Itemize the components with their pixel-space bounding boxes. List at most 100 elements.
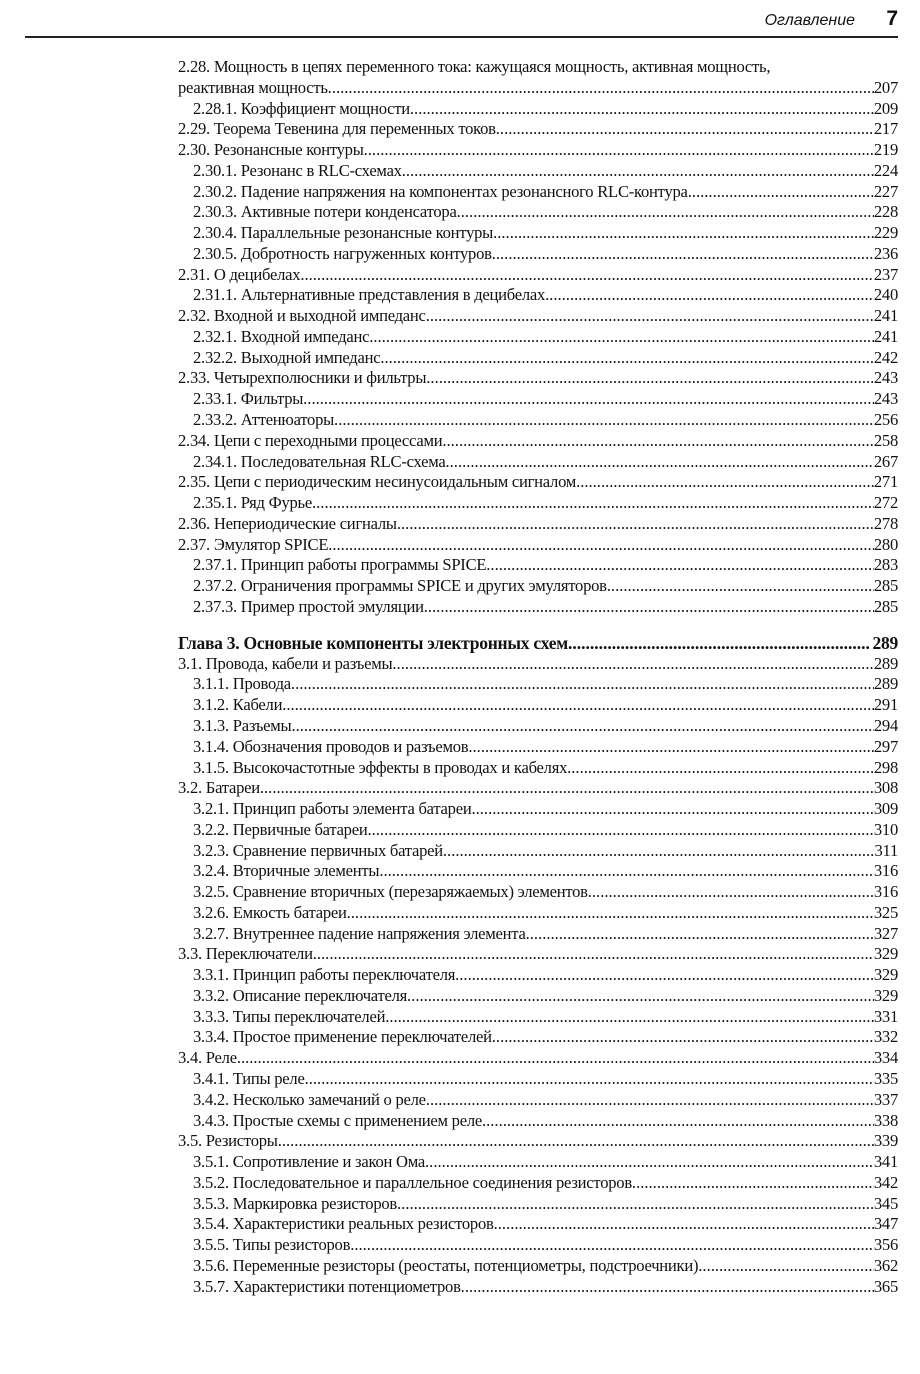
toc-entry[interactable]: 2.30.1. Резонанс в RLC-схемах 224 bbox=[178, 161, 898, 182]
dot-leader bbox=[457, 202, 874, 223]
toc-entry[interactable]: 3.5.2. Последовательное и параллельное с… bbox=[178, 1173, 898, 1194]
toc-entry-title-continued: реактивная мощность bbox=[178, 77, 328, 97]
toc-page-number: 365 bbox=[873, 1276, 898, 1296]
toc-entry[interactable]: 3.1.3. Разъемы 294 bbox=[178, 716, 898, 737]
toc-entry[interactable]: 3.5. Резисторы 339 bbox=[178, 1131, 898, 1152]
toc-page-number: 347 bbox=[873, 1214, 898, 1234]
toc-entry[interactable]: 2.34. Цепи с переходными процессами 258 bbox=[178, 431, 898, 452]
toc-entry[interactable]: 2.28.1. Коэффициент мощности 209 bbox=[178, 99, 898, 120]
toc-entry[interactable]: 2.30.2. Падение напряжения на компонента… bbox=[178, 182, 898, 203]
toc-page-number: 224 bbox=[873, 160, 898, 180]
toc-entry[interactable]: 2.30.5. Добротность нагруженных контуров… bbox=[178, 244, 898, 265]
toc-entry-title: 2.35.1. Ряд Фурье bbox=[193, 493, 312, 513]
toc-entry[interactable]: 3.3.3. Типы переключателей 331 bbox=[178, 1007, 898, 1028]
toc-entry[interactable]: 3.4. Реле 334 bbox=[178, 1048, 898, 1069]
toc-entry[interactable]: 2.37.1. Принцип работы программы SPICE 28… bbox=[178, 555, 898, 576]
toc-page-number: 243 bbox=[873, 368, 898, 388]
toc-entry[interactable]: 2.35.1. Ряд Фурье 272 bbox=[178, 493, 898, 514]
toc-entry[interactable]: 3.4.3. Простые схемы с применением реле 3… bbox=[178, 1111, 898, 1132]
toc-entry-title: 3.1.3. Разъемы bbox=[193, 715, 292, 735]
toc-entry[interactable]: 2.31. О децибелах 237 bbox=[178, 265, 898, 286]
toc-entry[interactable]: 2.29. Теорема Тевенина для переменных то… bbox=[178, 119, 898, 140]
toc-page-number: 337 bbox=[873, 1089, 898, 1109]
toc-entry[interactable]: 3.3.1. Принцип работы переключателя 329 bbox=[178, 965, 898, 986]
toc-page-number: 338 bbox=[873, 1110, 898, 1130]
toc-entry[interactable]: 3.5.5. Типы резисторов 356 bbox=[178, 1235, 898, 1256]
toc-entry-title: 3.2.7. Внутреннее падение напряжения эле… bbox=[193, 923, 526, 943]
toc-page-number: 325 bbox=[873, 902, 898, 922]
toc-entry[interactable]: 3.5.1. Сопротивление и закон Ома 341 bbox=[178, 1152, 898, 1173]
toc-entry-title: 3.1.1. Провода bbox=[193, 674, 291, 694]
dot-leader bbox=[260, 778, 874, 799]
toc-entry-title: 3.5.3. Маркировка резисторов bbox=[193, 1193, 398, 1213]
dot-leader bbox=[237, 1048, 874, 1069]
toc-entry-title: 2.33. Четырехполюсники и фильтры bbox=[178, 368, 427, 388]
toc-entry[interactable]: 2.33.1. Фильтры 243 bbox=[178, 389, 898, 410]
toc-entry[interactable]: 2.32.1. Входной импеданс 241 bbox=[178, 327, 898, 348]
toc-entry[interactable]: 3.5.3. Маркировка резисторов 345 bbox=[178, 1194, 898, 1215]
toc-page-number: 242 bbox=[873, 347, 898, 367]
toc-entry[interactable]: 2.30. Резонансные контуры 219 bbox=[178, 140, 898, 161]
dot-leader bbox=[607, 576, 874, 597]
toc-entry-title: 2.37. Эмулятор SPICE bbox=[178, 534, 329, 554]
toc-entry[interactable]: 3.2.4. Вторичные элементы 316 bbox=[178, 861, 898, 882]
dot-leader bbox=[380, 348, 874, 369]
toc-page-number: 237 bbox=[873, 264, 898, 284]
dot-leader bbox=[347, 903, 874, 924]
toc-page-number: 294 bbox=[873, 715, 898, 735]
toc-entry[interactable]: 3.1.4. Обозначения проводов и разъемов 29… bbox=[178, 737, 898, 758]
toc-page-number: 285 bbox=[873, 576, 898, 596]
toc-entry[interactable]: реактивная мощность 207 bbox=[178, 78, 898, 99]
toc-entry[interactable]: 3.2.1. Принцип работы элемента батареи 30… bbox=[178, 799, 898, 820]
toc-entry[interactable]: 2.37.2. Ограничения программы SPICE и др… bbox=[178, 576, 898, 597]
toc-entry[interactable]: 3.1.2. Кабели 291 bbox=[178, 695, 898, 716]
toc-entry[interactable]: 2.37. Эмулятор SPICE 280 bbox=[178, 535, 898, 556]
toc-entry[interactable]: 3.2.6. Емкость батареи 325 bbox=[178, 903, 898, 924]
toc-entry[interactable]: 3.2. Батареи 308 bbox=[178, 778, 898, 799]
toc-entry[interactable]: 3.4.1. Типы реле 335 bbox=[178, 1069, 898, 1090]
toc-entry[interactable]: 2.33. Четырехполюсники и фильтры 243 bbox=[178, 368, 898, 389]
toc-entry[interactable]: 3.5.7. Характеристики потенциометров 365 bbox=[178, 1277, 898, 1298]
toc-entry-title: 3.5.6. Переменные резисторы (реостаты, п… bbox=[193, 1255, 699, 1275]
toc-entry[interactable]: 2.35. Цепи с периодическим несинусоидаль… bbox=[178, 472, 898, 493]
dot-leader bbox=[328, 535, 874, 556]
toc-entry[interactable]: 3.2.5. Сравнение вторичных (перезаряжаем… bbox=[178, 882, 898, 903]
toc-entry[interactable]: 2.34.1. Последовательная RLC-схема 267 bbox=[178, 452, 898, 473]
toc-entry[interactable]: 3.1.1. Провода 289 bbox=[178, 674, 898, 695]
toc-entry-title: 3.4.2. Несколько замечаний о реле bbox=[193, 1089, 426, 1109]
toc-entry[interactable]: 3.2.3. Сравнение первичных батарей 311 bbox=[178, 841, 898, 862]
toc-page-number: 298 bbox=[873, 757, 898, 777]
toc-entry[interactable]: 3.3.4. Простое применение переключателей… bbox=[178, 1027, 898, 1048]
dot-leader bbox=[482, 1111, 874, 1132]
dot-leader bbox=[407, 986, 874, 1007]
toc-entry[interactable]: 3.2.7. Внутреннее падение напряжения эле… bbox=[178, 924, 898, 945]
dot-leader bbox=[364, 140, 874, 161]
toc-entry[interactable]: 2.32.2. Выходной импеданс 242 bbox=[178, 348, 898, 369]
toc-entry[interactable]: 3.1. Провода, кабели и разъемы 289 bbox=[178, 654, 898, 675]
toc-page-number: 297 bbox=[873, 736, 898, 756]
toc-page-number: 339 bbox=[873, 1131, 898, 1151]
toc-entry[interactable]: 3.2.2. Первичные батареи 310 bbox=[178, 820, 898, 841]
toc-entry[interactable]: 2.31.1. Альтернативные представления в д… bbox=[178, 285, 898, 306]
toc-chapter-heading[interactable]: Глава 3. Основные компоненты электронных… bbox=[178, 632, 898, 654]
toc-page-number: 329 bbox=[873, 965, 898, 985]
dot-leader bbox=[397, 1194, 874, 1215]
toc-entry[interactable]: 3.1.5. Высокочастотные эффекты в провода… bbox=[178, 758, 898, 779]
dot-leader bbox=[526, 924, 874, 945]
toc-entry[interactable]: 3.4.2. Несколько замечаний о реле 337 bbox=[178, 1090, 898, 1111]
toc-page-number: 291 bbox=[873, 695, 898, 715]
toc-entry[interactable]: 3.3. Переключатели 329 bbox=[178, 944, 898, 965]
toc-entry[interactable]: 2.30.3. Активные потери конденсатора 228 bbox=[178, 202, 898, 223]
toc-entry[interactable]: 3.5.4. Характеристики реальных резисторо… bbox=[178, 1214, 898, 1235]
toc-entry[interactable]: 3.5.6. Переменные резисторы (реостаты, п… bbox=[178, 1256, 898, 1277]
toc-entry[interactable]: 2.36. Непериодические сигналы 278 bbox=[178, 514, 898, 535]
toc-entry[interactable]: 3.3.2. Описание переключателя 329 bbox=[178, 986, 898, 1007]
toc-entry-title: 2.36. Непериодические сигналы bbox=[178, 513, 397, 533]
toc-entry[interactable]: 2.30.4. Параллельные резонансные контуры… bbox=[178, 223, 898, 244]
toc-entry[interactable]: 2.33.2. Аттенюаторы 256 bbox=[178, 410, 898, 431]
toc-entry[interactable]: 2.32. Входной и выходной импеданс 241 bbox=[178, 306, 898, 327]
toc-entry-title: 3.2. Батареи bbox=[178, 778, 260, 798]
dot-leader bbox=[698, 1256, 874, 1277]
toc-entry-title: 3.2.5. Сравнение вторичных (перезаряжаем… bbox=[193, 882, 588, 902]
toc-entry[interactable]: 2.37.3. Пример простой эмуляции 285 bbox=[178, 597, 898, 618]
